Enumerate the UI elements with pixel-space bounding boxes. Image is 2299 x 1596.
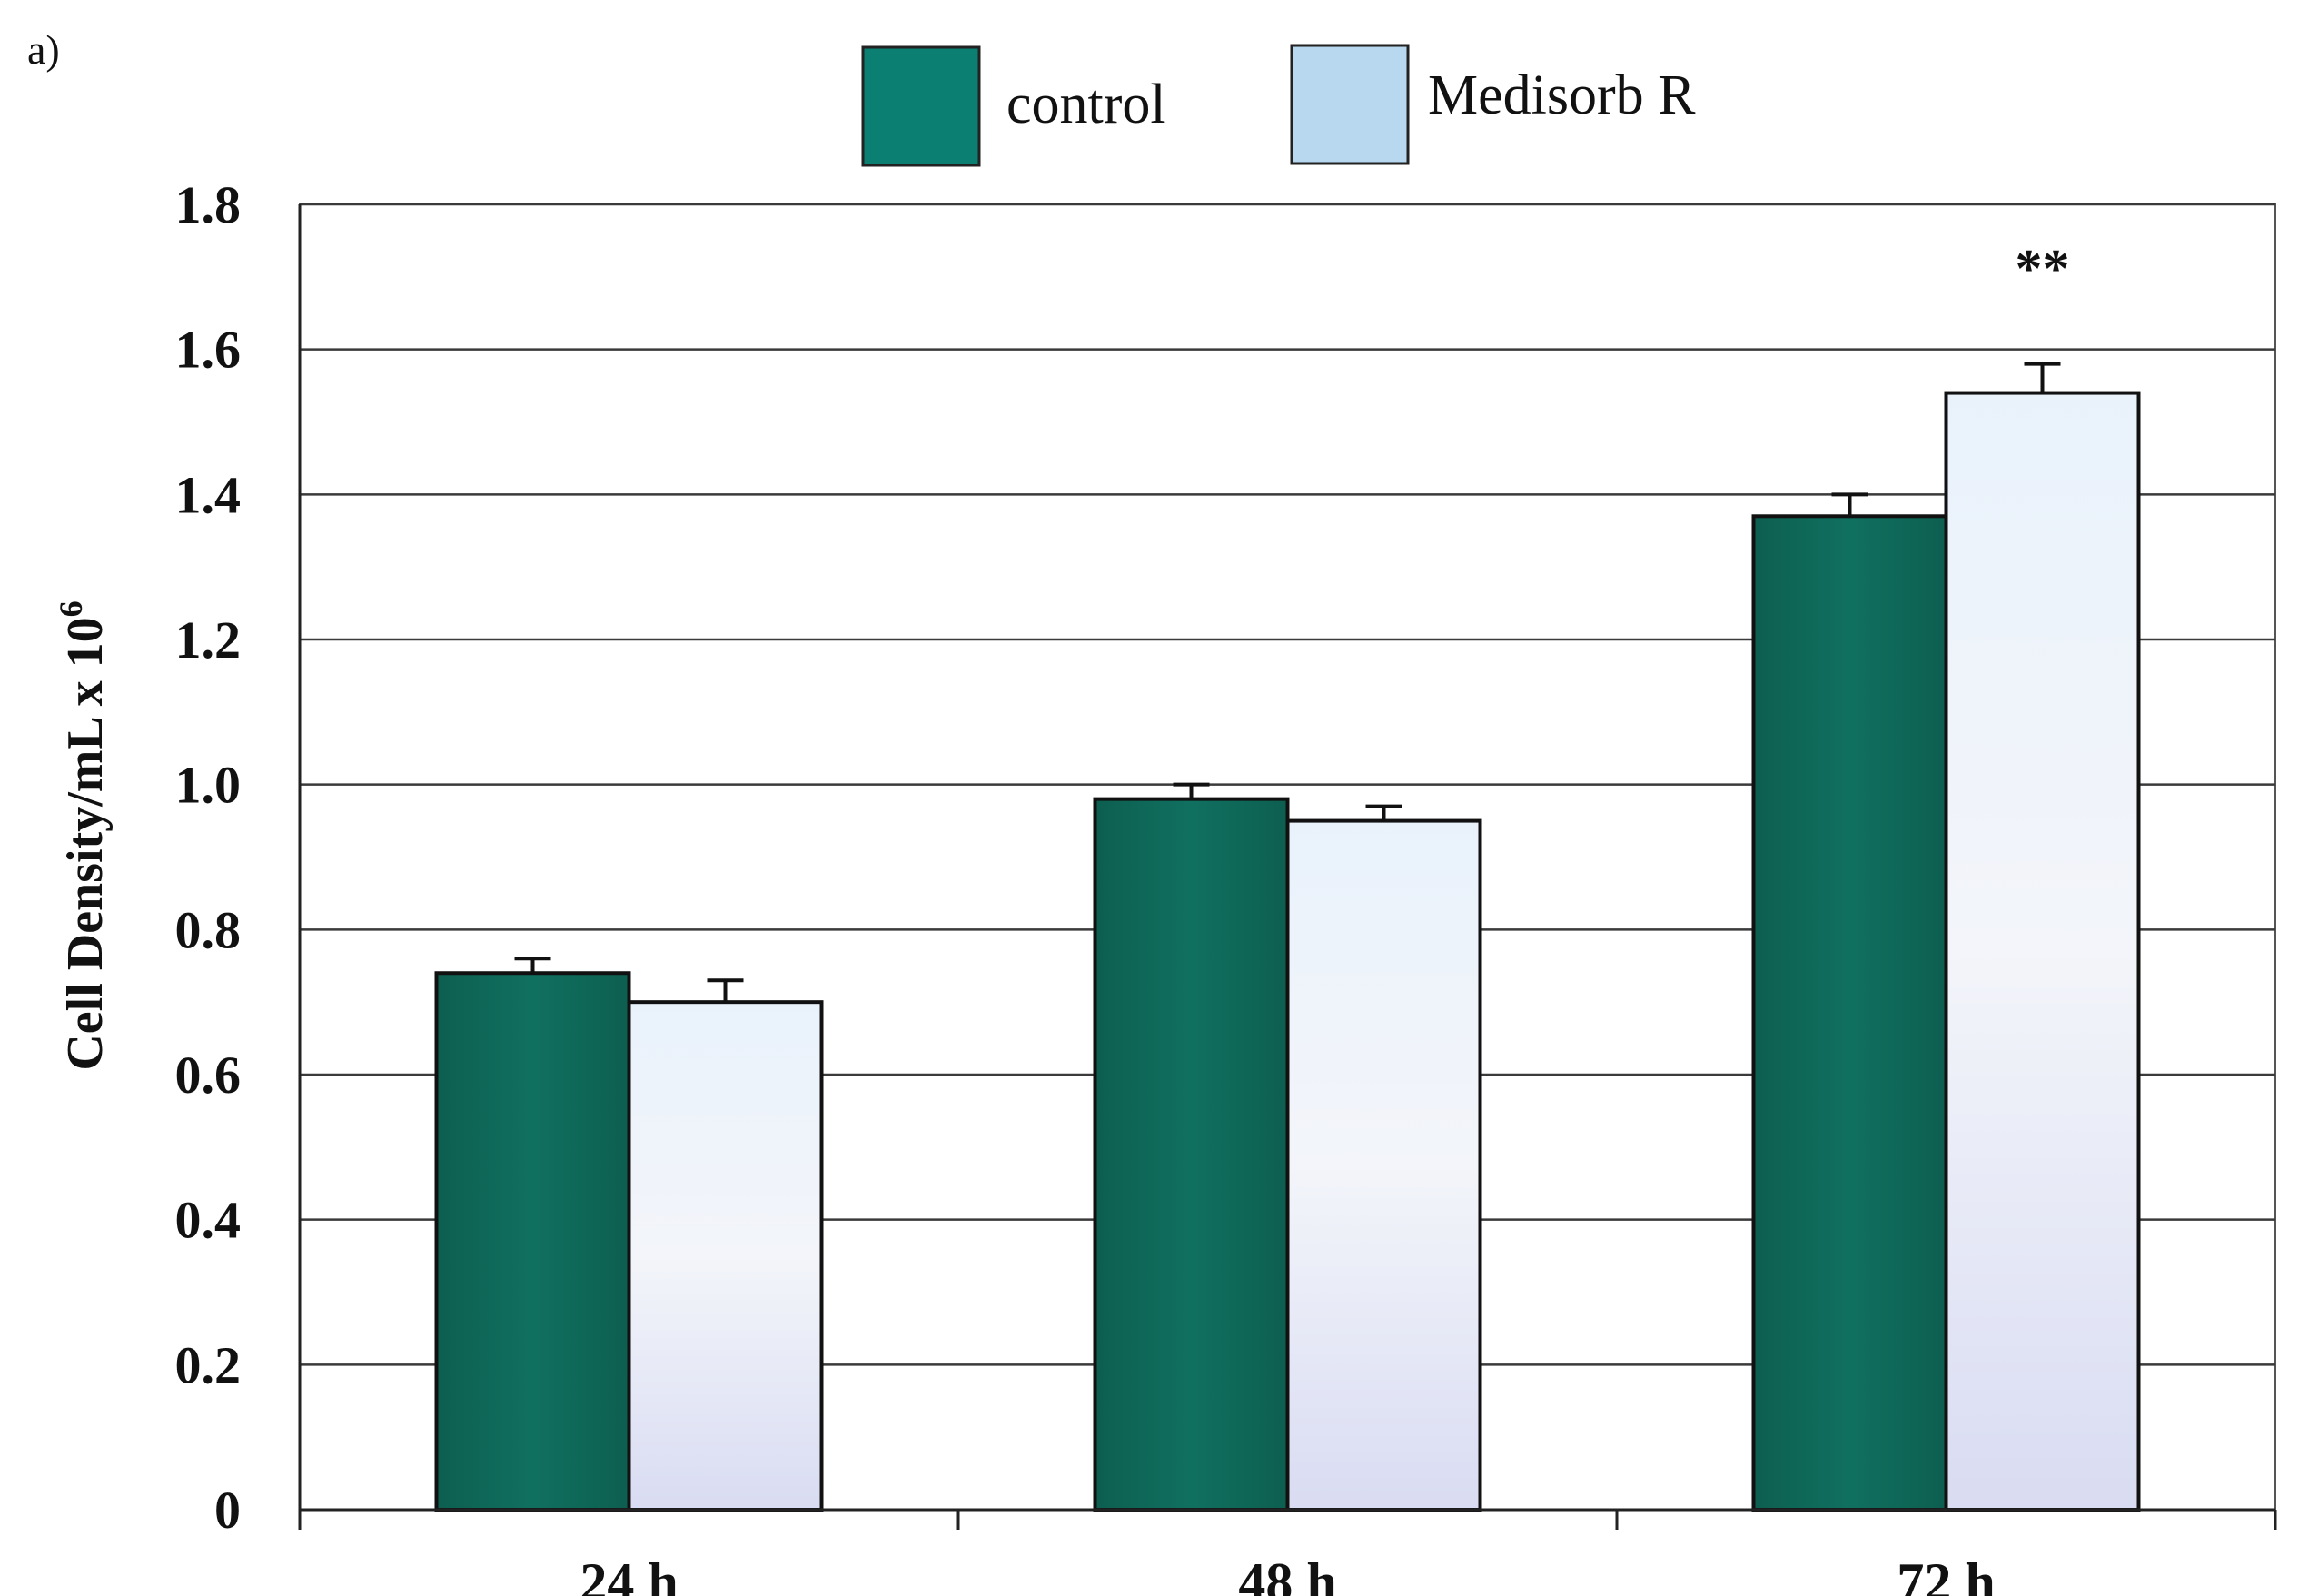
bar-control xyxy=(434,971,631,1512)
y-tick-label: 0.2 xyxy=(175,1335,242,1394)
annotations: ** xyxy=(2016,239,2070,299)
bars xyxy=(434,391,2141,1512)
y-tick-label: 1.8 xyxy=(175,175,242,234)
axes xyxy=(298,204,2277,1530)
legend: control Medisorb R xyxy=(861,44,1696,167)
x-tick-label: 72 h xyxy=(1897,1552,1995,1596)
panel-label: a) xyxy=(27,26,60,73)
tick-labels: 0 0.2 0.4 0.6 0.8 1.0 1.2 1.4 1.6 1.8 24 h 48 h 72 h xyxy=(175,175,1996,1596)
y-axis-title-superscript: 6 xyxy=(53,600,89,617)
bar-control xyxy=(1751,514,1948,1512)
y-tick-label: 1.4 xyxy=(175,465,242,524)
bar-medisorb xyxy=(627,1000,824,1512)
x-tick-label: 48 h xyxy=(1238,1552,1336,1596)
bar-control xyxy=(1093,797,1290,1512)
y-tick-label: 0.8 xyxy=(175,900,242,959)
y-axis-title: Cell Density/mL x 106 xyxy=(53,600,114,1070)
bar-medisorb xyxy=(1285,818,1482,1512)
y-tick-label: 1.0 xyxy=(175,756,242,815)
bar-medisorb xyxy=(1944,391,2141,1512)
legend-swatch-control xyxy=(861,45,981,167)
x-tick-label: 24 h xyxy=(580,1552,678,1596)
y-tick-label: 1.2 xyxy=(175,610,242,669)
y-tick-label: 0.4 xyxy=(175,1191,242,1250)
y-tick-label: 0 xyxy=(214,1481,241,1540)
significance-annotation: ** xyxy=(2016,239,2070,299)
error-bars xyxy=(514,362,2061,1003)
y-tick-label: 1.6 xyxy=(175,321,242,380)
legend-swatch-medisorb xyxy=(1290,44,1410,165)
legend-label-medisorb: Medisorb R xyxy=(1428,64,1696,126)
legend-label-control: control xyxy=(1006,74,1166,135)
y-tick-label: 0.6 xyxy=(175,1046,242,1105)
